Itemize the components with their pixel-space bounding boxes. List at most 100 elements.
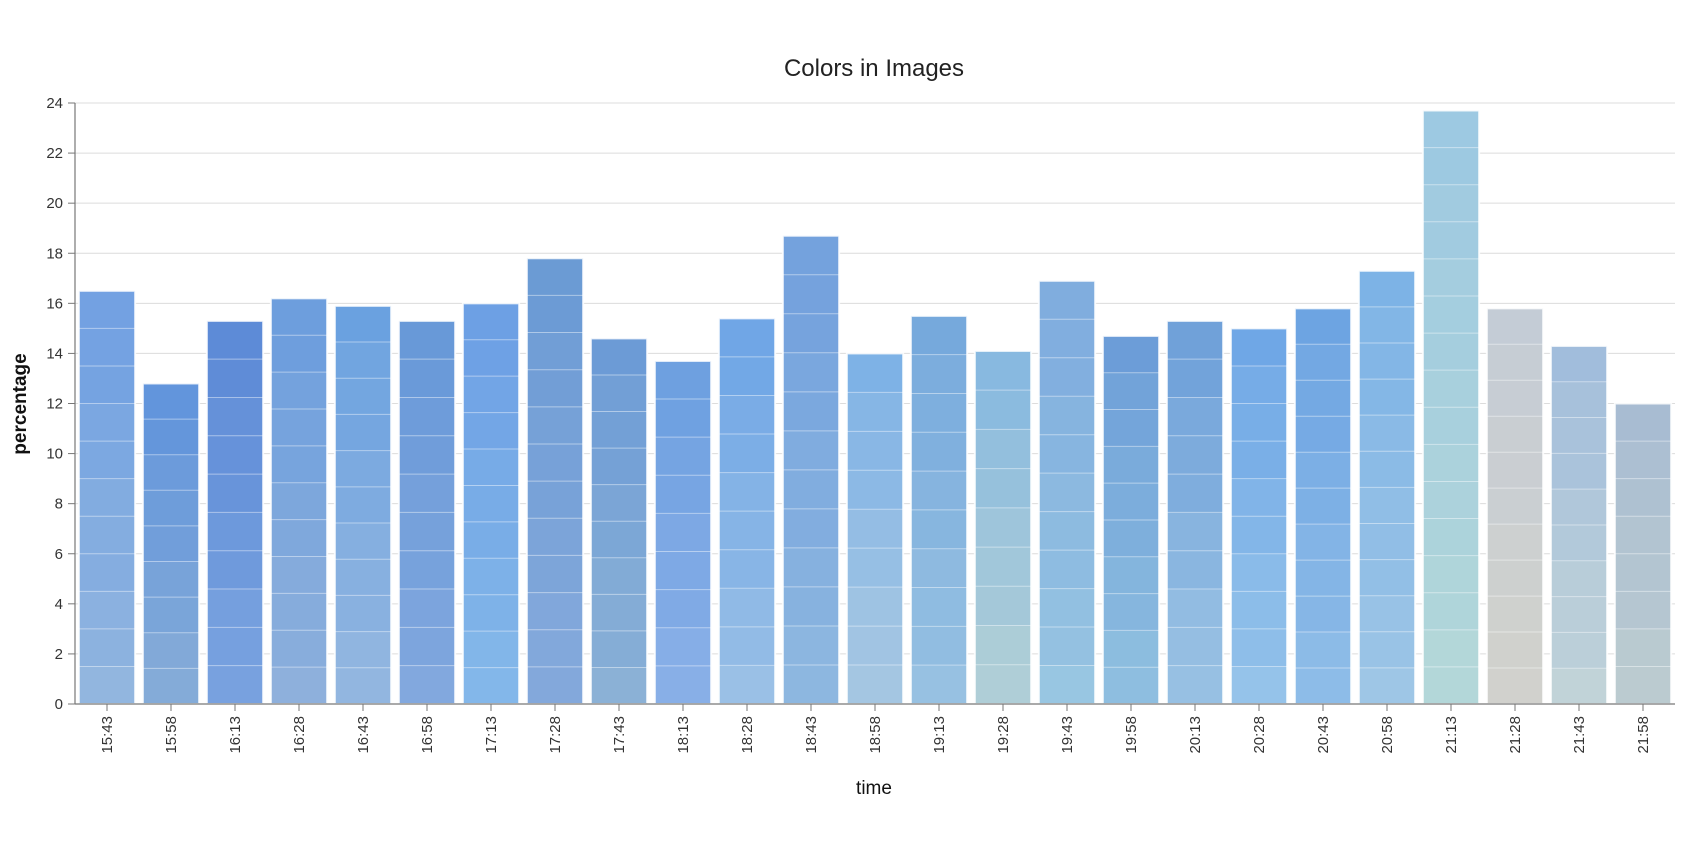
bar bbox=[1613, 402, 1673, 705]
bar-segment bbox=[142, 668, 200, 705]
bar bbox=[909, 314, 969, 705]
bar-segment bbox=[1550, 345, 1608, 383]
x-tick-label: 16:28 bbox=[291, 716, 308, 754]
bar-segment bbox=[1294, 452, 1352, 489]
y-tick-label: 2 bbox=[55, 646, 63, 663]
bar-segment bbox=[398, 397, 456, 437]
bar-segment bbox=[270, 630, 328, 668]
y-tick-label: 14 bbox=[46, 345, 63, 362]
bar-segment bbox=[1422, 555, 1480, 594]
bar-segment bbox=[782, 469, 840, 510]
bar bbox=[525, 257, 585, 705]
bar bbox=[1549, 344, 1609, 705]
bar bbox=[333, 304, 393, 705]
bar-segment bbox=[910, 665, 968, 705]
bar-segment bbox=[78, 328, 136, 367]
bar-segment bbox=[1038, 357, 1096, 397]
bar-segment bbox=[1422, 370, 1480, 408]
bar-segment bbox=[78, 553, 136, 592]
bar-segment bbox=[782, 313, 840, 354]
bar-segment bbox=[1102, 446, 1160, 484]
y-tick-label: 22 bbox=[46, 145, 63, 162]
bar-segment bbox=[1038, 434, 1096, 474]
bar-segment bbox=[590, 448, 648, 486]
x-tick-label: 17:28 bbox=[547, 716, 564, 754]
bar bbox=[461, 302, 521, 705]
bar-segment bbox=[974, 390, 1032, 430]
bar-segment bbox=[1358, 270, 1416, 308]
bar-segment bbox=[1038, 396, 1096, 436]
bar-segment bbox=[1102, 556, 1160, 595]
bar-segment bbox=[1038, 550, 1096, 590]
y-tick-label: 4 bbox=[55, 596, 63, 613]
bar-segment bbox=[334, 450, 392, 488]
bar-segment bbox=[590, 484, 648, 522]
bar-segment bbox=[718, 588, 776, 628]
bar-segment bbox=[1230, 666, 1288, 705]
y-tick-label: 12 bbox=[46, 396, 63, 413]
bar-segment bbox=[654, 513, 712, 553]
bar-segment bbox=[526, 258, 584, 296]
bar-segment bbox=[1358, 415, 1416, 452]
bar-segment bbox=[1550, 489, 1608, 526]
bar bbox=[653, 359, 713, 705]
bar-segment bbox=[1102, 409, 1160, 447]
bar-segment bbox=[1486, 488, 1544, 525]
bar-segment bbox=[526, 592, 584, 631]
bar-segment bbox=[846, 392, 904, 432]
x-tick-label: 21:58 bbox=[1635, 716, 1652, 754]
bar-segment bbox=[462, 521, 520, 559]
bar-segment bbox=[654, 589, 712, 629]
bar bbox=[589, 337, 649, 705]
bar-segment bbox=[1230, 328, 1288, 367]
bar-segment bbox=[718, 395, 776, 435]
bar-segment bbox=[334, 595, 392, 633]
bar-segment bbox=[1422, 258, 1480, 297]
bar-segment bbox=[846, 587, 904, 627]
bar-segment bbox=[782, 586, 840, 627]
bar-segment bbox=[1358, 306, 1416, 344]
bar-segment bbox=[1102, 630, 1160, 668]
bar-segment bbox=[270, 335, 328, 373]
bar bbox=[1357, 269, 1417, 705]
bar-segment bbox=[654, 665, 712, 705]
bar-segment bbox=[1294, 308, 1352, 345]
bar-segment bbox=[334, 414, 392, 452]
bar-segment bbox=[846, 548, 904, 588]
bar-segment bbox=[1102, 519, 1160, 558]
bar bbox=[717, 317, 777, 705]
bar-segment bbox=[1422, 592, 1480, 631]
bar-segment bbox=[910, 471, 968, 511]
bar-segment bbox=[1038, 473, 1096, 513]
bar-segment bbox=[334, 631, 392, 669]
bar-segment bbox=[1166, 550, 1224, 590]
bar-segment bbox=[1422, 295, 1480, 334]
bar-segment bbox=[846, 626, 904, 666]
bar-segment bbox=[1486, 380, 1544, 417]
bar bbox=[1229, 327, 1289, 705]
bar-segment bbox=[462, 303, 520, 341]
bar-segment bbox=[1230, 591, 1288, 630]
bar-segment bbox=[1230, 403, 1288, 442]
bar-segment bbox=[1230, 516, 1288, 555]
bar-segment bbox=[206, 512, 264, 552]
bar-segment bbox=[910, 393, 968, 433]
bar-segment bbox=[654, 475, 712, 514]
bar bbox=[1101, 334, 1161, 705]
bar-segment bbox=[526, 443, 584, 482]
bar-segment bbox=[654, 437, 712, 476]
bar-segment bbox=[974, 350, 1032, 391]
bar-segment bbox=[142, 490, 200, 527]
bar-segment bbox=[1038, 280, 1096, 320]
bar-segment bbox=[142, 454, 200, 491]
bar-segment bbox=[78, 290, 136, 329]
bar-segment bbox=[782, 547, 840, 588]
bar-segment bbox=[142, 597, 200, 634]
bar-segment bbox=[718, 318, 776, 358]
bar-segment bbox=[1422, 147, 1480, 186]
bar bbox=[1485, 307, 1545, 705]
bar-segment bbox=[462, 485, 520, 523]
bar-segment bbox=[910, 354, 968, 394]
